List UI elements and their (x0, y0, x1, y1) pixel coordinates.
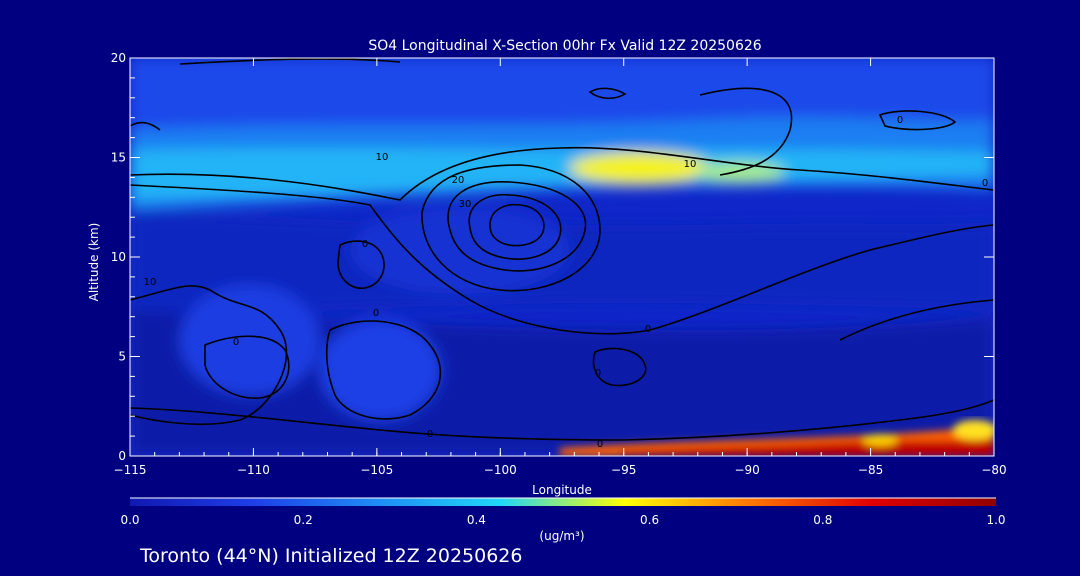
y-tick-label: 20 (111, 51, 126, 65)
contour-label: 10 (684, 159, 697, 170)
contour-label: 0 (373, 308, 379, 319)
chart-title: SO4 Longitudinal X-Section 00hr Fx Valid… (368, 38, 761, 54)
x-tick-label: −80 (981, 463, 1006, 477)
y-axis: 0 5 10 15 20 (111, 51, 994, 463)
contour-label: 0 (362, 239, 368, 250)
x-axis: −115 −110 −105 −100 −95 −90 −85 −80 (114, 58, 1007, 477)
x-tick-label: −105 (360, 463, 393, 477)
contour-label: 0 (982, 178, 988, 189)
x-tick-label: −90 (734, 463, 759, 477)
x-tick-label: −85 (858, 463, 883, 477)
colorbar (130, 498, 996, 506)
x-tick-label: −95 (611, 463, 636, 477)
colorbar-label: (ug/m³) (539, 529, 584, 543)
contour-label: 0 (427, 429, 433, 440)
colorbar-tick-label: 0.0 (120, 513, 139, 527)
x-tick-label: −115 (114, 463, 147, 477)
colorbar-tick-label: 0.6 (640, 513, 659, 527)
y-tick-label: 5 (118, 350, 126, 364)
y-tick-label: 15 (111, 151, 126, 165)
colorbar-ticks: 0.0 0.2 0.4 0.6 0.8 1.0 (120, 513, 1005, 527)
heatmap-field (130, 58, 994, 456)
contour-label: 0 (597, 439, 603, 450)
contour-label: 0 (595, 368, 601, 379)
footer-text: Toronto (44°N) Initialized 12Z 20250626 (139, 545, 523, 567)
contour-label: 0 (897, 115, 903, 126)
x-tick-label: −110 (237, 463, 270, 477)
colorbar-tick-label: 1.0 (986, 513, 1005, 527)
x-axis-label: Longitude (532, 483, 592, 497)
colorbar-tick-label: 0.4 (467, 513, 486, 527)
contour-label: 30 (459, 199, 472, 210)
x-tick-label: −100 (484, 463, 517, 477)
contour-label: 0 (645, 324, 651, 335)
contour-label: 0 (233, 337, 239, 348)
y-tick-label: 10 (111, 250, 126, 264)
contour-label: 10 (376, 152, 389, 163)
contour-label: 20 (452, 175, 465, 186)
y-tick-label: 0 (118, 449, 126, 463)
y-axis-label: Altitude (km) (87, 223, 101, 302)
colorbar-tick-label: 0.2 (294, 513, 313, 527)
contour-label: 10 (144, 277, 157, 288)
contour-lines (130, 58, 994, 441)
contour-label-group: 10 20 30 10 0 0 10 0 0 0 0 0 0 0 (144, 115, 989, 450)
colorbar-tick-label: 0.8 (813, 513, 832, 527)
